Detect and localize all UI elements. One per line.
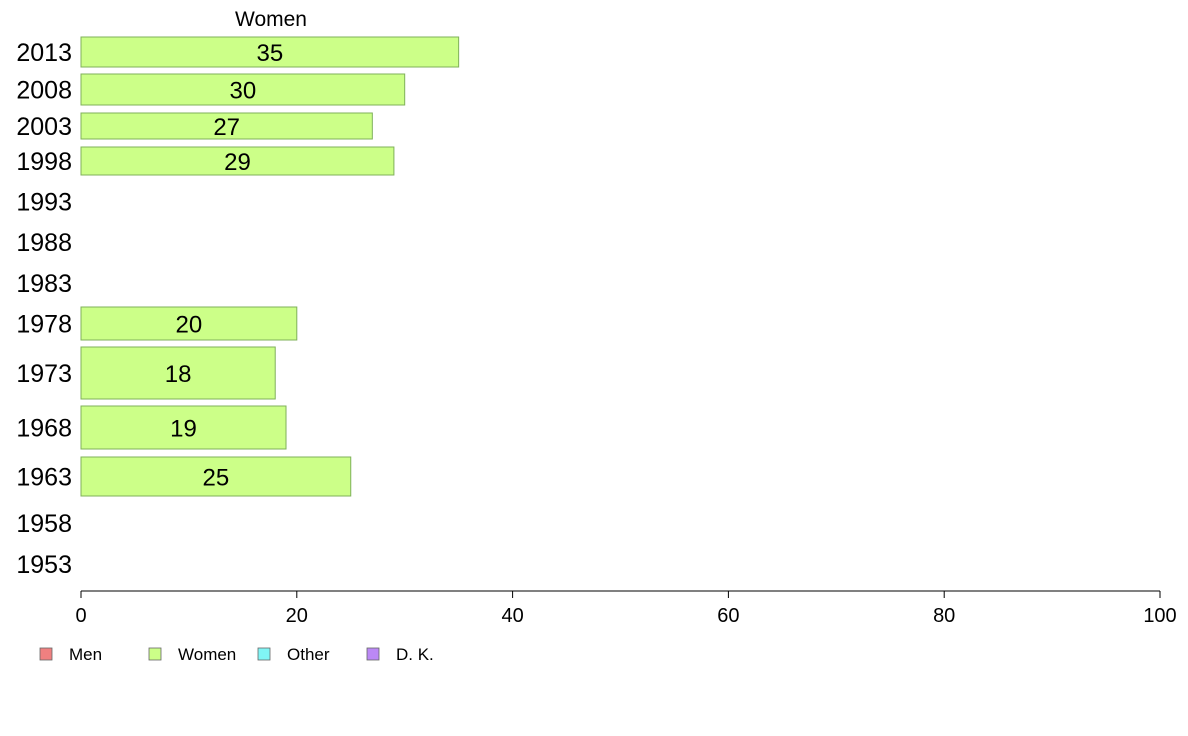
data-label: 35 <box>256 40 283 67</box>
category-labels: 2013 2008 2003 1998 1993 1988 1983 1978 1973 1968… <box>16 39 72 579</box>
data-label: 20 <box>176 312 203 339</box>
category-label: 1953 <box>16 551 72 579</box>
legend-label: Women <box>178 645 236 664</box>
data-label: 25 <box>203 465 230 492</box>
bar <box>80 112 373 140</box>
category-label: 1983 <box>16 270 72 298</box>
legend-label: D. K. <box>396 645 434 664</box>
bar <box>80 456 352 497</box>
legend-swatch <box>39 647 53 661</box>
category-label: 1988 <box>16 229 72 257</box>
category-label: 1978 <box>16 311 72 339</box>
bar <box>80 306 298 341</box>
legend-label: Other <box>287 645 330 664</box>
bar <box>80 146 395 176</box>
x-tick-label: 20 <box>286 605 308 627</box>
chart-title: Women <box>235 8 307 31</box>
category-label: 1968 <box>16 415 72 443</box>
bar <box>80 73 406 106</box>
bar <box>80 346 276 400</box>
x-tick-label: 40 <box>501 605 523 627</box>
x-tick-label: 60 <box>717 605 739 627</box>
x-tick-label: 100 <box>1143 605 1176 627</box>
category-label: 2008 <box>16 77 72 105</box>
data-label: 29 <box>224 149 251 176</box>
category-label: 2003 <box>16 113 72 141</box>
legend-swatch <box>148 647 162 661</box>
category-label: 1993 <box>16 189 72 217</box>
bar <box>80 405 287 450</box>
x-tick-label: 80 <box>933 605 955 627</box>
category-label: 2013 <box>16 39 72 67</box>
data-label: 18 <box>165 361 192 388</box>
legend-swatch <box>257 647 271 661</box>
category-label: 1958 <box>16 510 72 538</box>
legend: Men Women Other D. K. <box>39 645 434 664</box>
bar <box>80 36 460 68</box>
data-label: 30 <box>229 78 256 105</box>
legend-swatch <box>366 647 380 661</box>
category-label: 1973 <box>16 360 72 388</box>
data-label: 19 <box>170 416 197 443</box>
x-axis: 0 20 40 60 80 100 <box>75 590 1177 627</box>
x-tick-label: 0 <box>75 605 86 627</box>
category-label: 1963 <box>16 464 72 492</box>
legend-label: Men <box>69 645 102 664</box>
category-label: 1998 <box>16 148 72 176</box>
data-label: 27 <box>213 114 240 141</box>
